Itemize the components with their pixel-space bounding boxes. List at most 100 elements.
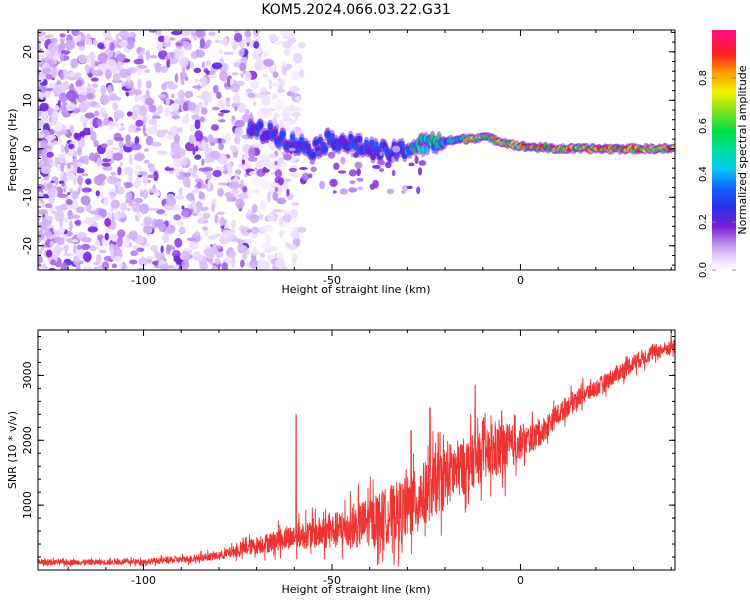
heat-blob [279,216,284,226]
heat-blob [75,86,85,93]
heat-blob [270,183,280,189]
heat-blob [83,217,95,225]
y-tick-label: 0 [21,145,34,152]
heat-blob [290,70,300,81]
heat-blob [151,115,161,119]
heat-blob [144,97,155,106]
heat-blob [128,31,135,38]
heat-blob [53,229,61,237]
heat-blob [81,173,89,177]
heat-blob [212,247,218,255]
heat-blob [251,233,259,239]
heat-blob [215,251,224,258]
heat-blob [211,265,218,270]
heat-blob [164,106,172,118]
heat-blob [40,139,48,151]
heat-blob [92,39,98,46]
heat-blob [214,214,219,224]
heat-blob [170,103,180,111]
heat-track-core [258,121,264,129]
heat-blob [48,195,55,204]
heat-blob [262,51,269,57]
heat-blob [91,83,99,88]
heat-blob [246,248,250,256]
heat-blob [285,242,291,247]
heat-blob [252,246,258,256]
heat-blob [228,167,233,178]
heat-blob [120,202,128,212]
heat-blob [134,152,145,162]
heat-blob [251,204,258,213]
heat-blob [134,94,140,103]
heat-blob [181,157,189,166]
heat-blob [252,30,260,37]
heat-blob [85,202,92,213]
heat-blob [163,129,169,134]
colorbar-tick-label: 0.0 [698,262,709,278]
heat-blob [204,156,215,164]
heat-blob [104,232,110,241]
heat-blob [207,179,211,190]
heat-blob [144,159,150,164]
heat-blob [291,202,300,206]
heat-blob [159,264,170,270]
heat-blob [332,190,337,194]
heat-blob [283,153,292,161]
heat-blob [137,64,148,69]
heat-blob [191,136,196,142]
heat-blob [272,191,279,201]
heat-blob [136,247,145,252]
heat-blob [202,212,211,219]
heat-blob [191,189,202,194]
heat-blob [77,175,83,186]
heat-blob [279,230,284,238]
heat-blob [180,30,191,37]
heat-blob [317,150,322,155]
heat-blob [178,89,185,101]
heat-blob [197,101,204,109]
colorbar-ticks: 0.0 0.2 0.4 0.6 0.8 [698,70,736,278]
heat-blob [115,33,120,45]
heat-blob [269,33,277,42]
heat-blob [218,99,226,109]
heat-blob [292,226,298,231]
heat-blob [296,226,307,233]
heat-blob [280,30,292,37]
heat-blob [280,160,284,165]
heat-blob [58,227,66,233]
heat-blob [191,212,199,216]
heat-blob [356,177,364,182]
heat-track-core [273,128,278,136]
snr-panel: -100 -50 0 1000 2000 3000 Height of straight … [6,329,676,596]
heat-blob [93,261,101,266]
heat-blob [339,188,348,195]
heat-blob [73,149,78,158]
heat-blob [251,176,262,186]
heat-blob [142,124,146,135]
heat-blob [268,245,279,252]
heat-blob [275,257,286,269]
heat-blob [176,220,184,227]
heat-blob [198,212,203,218]
heat-blob [186,237,197,241]
heat-blob [39,37,44,42]
heat-blob [94,110,100,117]
y-tick-label: -20 [21,237,34,255]
heat-blob [38,209,48,215]
heat-blob [88,73,93,78]
heat-blob [173,49,182,59]
heat-blob [166,224,176,234]
heat-blob [219,57,224,65]
heat-blob [49,115,53,123]
heat-blob [244,30,252,37]
heat-blob [268,81,278,87]
heat-blob [392,145,401,153]
heat-blob [93,175,104,186]
heat-blob [238,193,249,200]
heat-blob [175,172,180,177]
heat-blob [38,191,44,199]
heat-blob [131,143,142,151]
heat-blob [245,88,253,93]
heat-blob [274,169,283,178]
